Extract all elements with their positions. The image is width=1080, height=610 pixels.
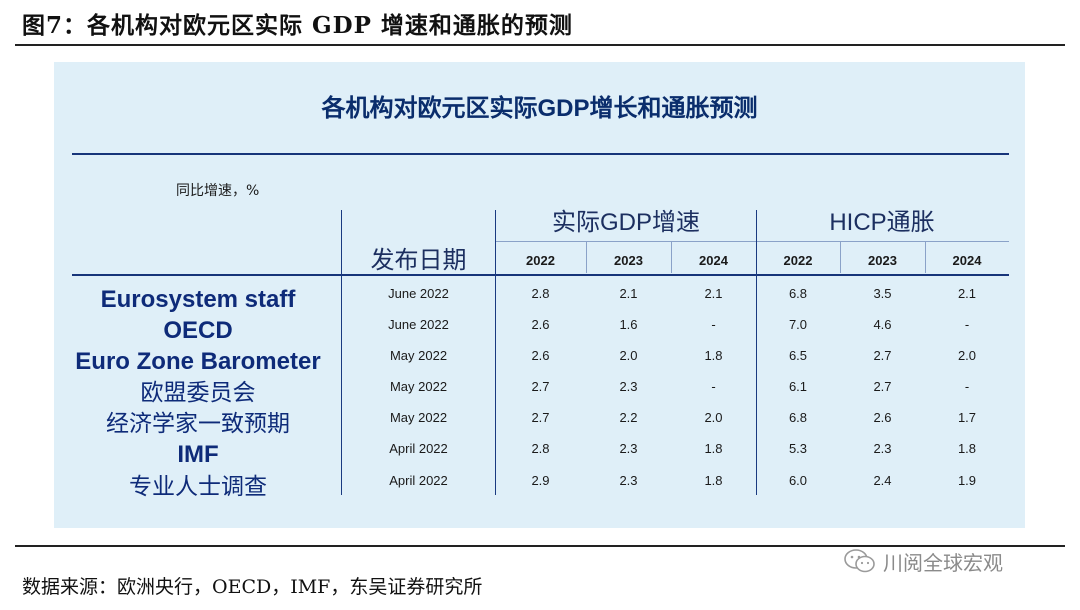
gdp-2023-value: 2.3 [619,441,638,456]
separator-date-gdp [495,210,496,495]
gdp-2024-value: - [711,317,716,332]
date-column-header: 发布日期 [370,246,467,274]
top-rule [15,44,1065,46]
separator-year [671,242,672,273]
hicp-2022-value: 5.3 [788,441,808,456]
org-name: Euro Zone Barometer [75,348,321,375]
org-name: Eurosystem staff [100,286,296,313]
hicp-2023-value: 2.7 [873,379,892,394]
gdp-2022-value: 2.6 [531,317,550,332]
hicp-2023-value: 3.5 [873,286,892,301]
hicp-2022-value: 7.0 [788,317,808,332]
gdp-2022-value: 2.8 [531,286,550,301]
hicp-2022-value: 6.8 [788,410,808,425]
figure-title: 图7：各机构对欧元区实际 GDP 增速和通胀的预测 [22,12,573,39]
hicp-2024-value: - [964,379,970,394]
publish-date: May 2022 [389,410,448,425]
publish-date: April 2022 [389,441,448,456]
hicp-2024-value: 1.9 [957,473,977,488]
bottom-rule [15,545,1065,547]
hicp-2023-value: 2.6 [873,410,892,425]
year-header: 2023 [614,253,643,268]
year-header: 2022 [526,253,555,268]
year-header: 2024 [952,253,982,268]
hicp-2024-value: 2.1 [957,286,977,301]
publish-date: May 2022 [389,348,448,363]
gdp-2022-value: 2.6 [531,348,550,363]
org-name: 欧盟委员会 [140,380,256,406]
publish-date: June 2022 [388,317,449,332]
separator-org-date [341,210,342,495]
org-name: IMF [177,441,219,468]
gdp-2023-value: 2.3 [619,379,638,394]
gdp-2023-value: 2.2 [619,410,638,425]
hicp-2022-value: 6.8 [788,286,808,301]
hicp-2024-value: 2.0 [957,348,977,363]
separator-year [925,242,926,273]
title-underline [72,153,1009,155]
watermark-text: 川阅全球宏观 [883,550,1003,575]
separator-year [586,242,587,273]
separator-year [840,242,841,273]
hicp-2024-value: 1.7 [957,410,977,425]
hicp-2024-value: - [964,317,970,332]
year-header: 2024 [699,253,728,268]
hicp-2023-value: 4.6 [873,317,892,332]
gdp-2024-value: 2.0 [704,410,723,425]
gdp-2022-value: 2.9 [531,473,550,488]
watermark: 川阅全球宏观 [843,546,1003,576]
publish-date: June 2022 [388,286,449,301]
year-header: 2023 [868,253,897,268]
gdp-2024-value: 1.8 [704,441,723,456]
hicp-2023-value: 2.3 [873,441,892,456]
gdp-2024-value: 2.1 [704,286,723,301]
source-note: 数据来源：欧洲央行，OECD，IMF，东吴证券研究所 [22,576,483,598]
gdp-2022-value: 2.7 [531,410,550,425]
panel-title: 各机构对欧元区实际GDP增长和通胀预测 [321,95,758,122]
hicp-2024-value: 1.8 [957,441,977,456]
gdp-2023-value: 2.0 [619,348,638,363]
hicp-2022-value: 6.5 [788,348,808,363]
gdp-2023-value: 1.6 [619,317,638,332]
table-panel: 各机构对欧元区实际GDP增长和通胀预测 同比增速，% 实际GDP增速 HICP通… [54,62,1025,528]
gdp-2022-value: 2.7 [531,379,550,394]
hicp-group-header: HICP通胀 [829,209,935,236]
group-underline [495,241,1009,242]
gdp-2024-value: 1.8 [704,348,723,363]
gdp-group-header: 实际GDP增速 [551,209,700,236]
publish-date: May 2022 [389,379,448,394]
hicp-2023-value: 2.7 [873,348,892,363]
gdp-2024-value: - [711,379,716,394]
hicp-2022-value: 6.1 [788,379,808,394]
year-header: 2022 [783,253,813,268]
gdp-2024-value: 1.8 [704,473,723,488]
header-bottom-rule [72,274,1009,276]
hicp-2023-value: 2.4 [873,473,892,488]
separator-gdp-hicp [756,210,757,495]
unit-label: 同比增速，% [176,183,260,199]
org-name: 经济学家一致预期 [106,411,290,437]
gdp-2022-value: 2.8 [531,441,550,456]
publish-date: April 2022 [389,473,448,488]
org-name: 专业人士调查 [129,474,267,500]
gdp-2023-value: 2.3 [619,473,638,488]
org-name: OECD [163,317,233,344]
gdp-2023-value: 2.1 [619,286,638,301]
hicp-2022-value: 6.0 [788,473,808,488]
wechat-icon [844,549,875,573]
